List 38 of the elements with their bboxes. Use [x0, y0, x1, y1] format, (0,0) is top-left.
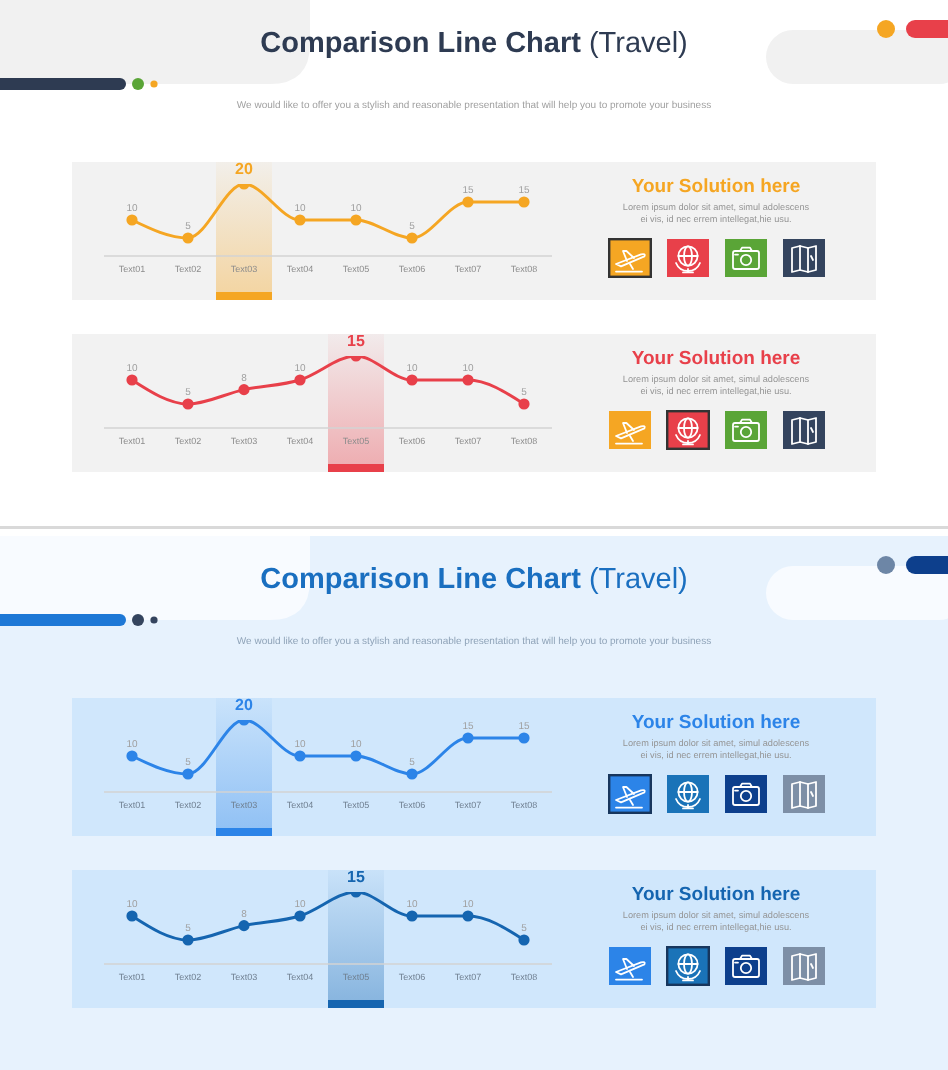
point: [406, 232, 418, 244]
point: [406, 374, 418, 386]
point: [126, 750, 138, 762]
point: [294, 374, 306, 386]
text: Your Solution here: [629, 712, 803, 736]
point: [182, 934, 194, 946]
point: [238, 384, 250, 396]
point: [462, 374, 474, 386]
point: [350, 214, 362, 226]
point: [126, 910, 138, 922]
text: Your Solution here: [629, 348, 803, 372]
point: [406, 768, 418, 780]
point: [462, 910, 474, 922]
data-label: 15: [347, 332, 366, 350]
point: [518, 398, 530, 410]
data-label: 20: [235, 160, 254, 178]
point: [350, 750, 362, 762]
point: [126, 214, 138, 226]
point: [126, 374, 138, 386]
point: [294, 750, 306, 762]
point: [518, 732, 530, 744]
chart-title: Comparison Line Chart (Travel): [260, 28, 688, 60]
point: [182, 232, 194, 244]
text: Your Solution here: [629, 176, 803, 200]
point: [182, 398, 194, 410]
point: [462, 732, 474, 744]
point: [238, 920, 250, 932]
chart-title: Comparison Line Chart (Travel): [260, 564, 688, 596]
point: [182, 768, 194, 780]
data-label: 20: [235, 696, 254, 714]
data-label: 15: [347, 868, 366, 886]
point: [294, 214, 306, 226]
point: [406, 910, 418, 922]
point: [462, 196, 474, 208]
point: [518, 196, 530, 208]
point: [294, 910, 306, 922]
text: Your Solution here: [629, 884, 803, 908]
point: [518, 934, 530, 946]
